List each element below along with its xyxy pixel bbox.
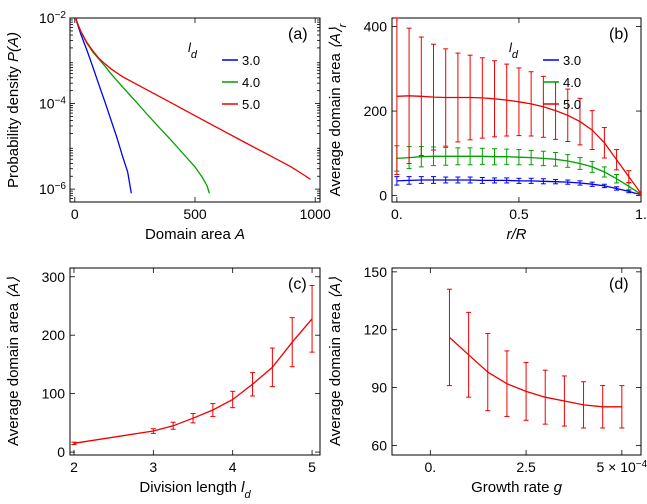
y-tick-label: 60: [371, 437, 387, 453]
panel-c: 2 3 4 5 0 100 200 300 (c) Division length ld Avera…: [5, 267, 321, 501]
panel-label: (d): [609, 276, 629, 293]
plot-area: [394, 18, 641, 196]
x-axis-title: Domain area A: [145, 226, 245, 243]
x-tick-label: 5: [308, 459, 316, 475]
series-line-main: [449, 336, 622, 408]
panel-a: 0 500 1000 10−2 10−4 10−6 ld 3.0 4.0 5.0 (a) Domain…: [5, 10, 331, 244]
x-axis-title: Division length ld: [139, 479, 251, 501]
x-tick-label: 3: [149, 459, 157, 475]
y-axis-title: Average domain area ⟨A⟩r: [327, 22, 349, 196]
plot-frame: [391, 267, 642, 456]
x-tick-label: 0.: [424, 459, 436, 475]
plot-area: [446, 288, 625, 429]
x-axis-title: r/R: [507, 226, 527, 243]
legend-title: ld: [509, 40, 519, 61]
y-tick-label: 150: [364, 264, 388, 280]
legend-label: 4.0: [242, 75, 260, 90]
panel-d: 0. 2.5 5 × 10−4 60 90 120 150 (d) Growth rate g A…: [327, 264, 647, 496]
series-line-5.0: [75, 18, 311, 180]
panel-b: 0. 0.5 1. 0 200 400 ld 3.0 4.0 5.0 (b) r/R Average d…: [327, 17, 647, 243]
legend-label: 5.0: [563, 97, 581, 112]
y-tick-label: 10−2: [39, 10, 66, 27]
series-line-3.0: [75, 18, 132, 194]
x-tick-label: 0.: [391, 206, 403, 222]
x-tick-label: 500: [183, 206, 207, 222]
y-axis-title: Probability density P(A): [5, 32, 22, 188]
y-tick-label: 0: [57, 444, 65, 460]
plot-frame: [69, 267, 321, 456]
y-tick-label: 400: [364, 18, 388, 34]
y-axis-title: Average domain area ⟨A⟩: [327, 277, 344, 446]
y-tick-label: 300: [42, 269, 66, 285]
y-tick-label: 120: [364, 322, 388, 338]
y-tick-label: 90: [371, 380, 387, 396]
series-line-main: [73, 318, 313, 444]
panel-label: (c): [288, 276, 307, 293]
x-tick-label: 4: [229, 459, 237, 475]
y-tick-label: 200: [364, 103, 388, 119]
plot-area: [75, 18, 311, 194]
x-tick-label: 0.5: [509, 206, 529, 222]
x-tick-label: 5 × 10−4: [596, 459, 647, 476]
y-tick-label: 10−6: [39, 181, 66, 198]
panel-label: (a): [288, 26, 308, 43]
legend-label: 4.0: [563, 75, 581, 90]
y-tick-label: 100: [42, 386, 66, 402]
legend-title: ld: [188, 40, 198, 61]
x-tick-label: 1.: [635, 206, 647, 222]
x-tick-label: 0: [71, 206, 79, 222]
x-axis-title: Growth rate g: [471, 479, 563, 496]
x-tick-label: 2: [70, 459, 78, 475]
y-tick-label: 10−4: [39, 95, 66, 112]
panel-label: (b): [609, 26, 629, 43]
y-axis-title: Average domain area ⟨A⟩: [5, 277, 22, 446]
legend-label: 3.0: [242, 53, 260, 68]
legend-label: 5.0: [242, 97, 260, 112]
legend-label: 3.0: [563, 53, 581, 68]
plot-frame: [391, 17, 642, 203]
x-tick-label: 2.5: [516, 459, 536, 475]
x-tick-label: 1000: [300, 206, 331, 222]
y-tick-label: 0: [379, 188, 387, 204]
y-tick-label: 200: [42, 327, 66, 343]
plot-area: [71, 285, 315, 445]
